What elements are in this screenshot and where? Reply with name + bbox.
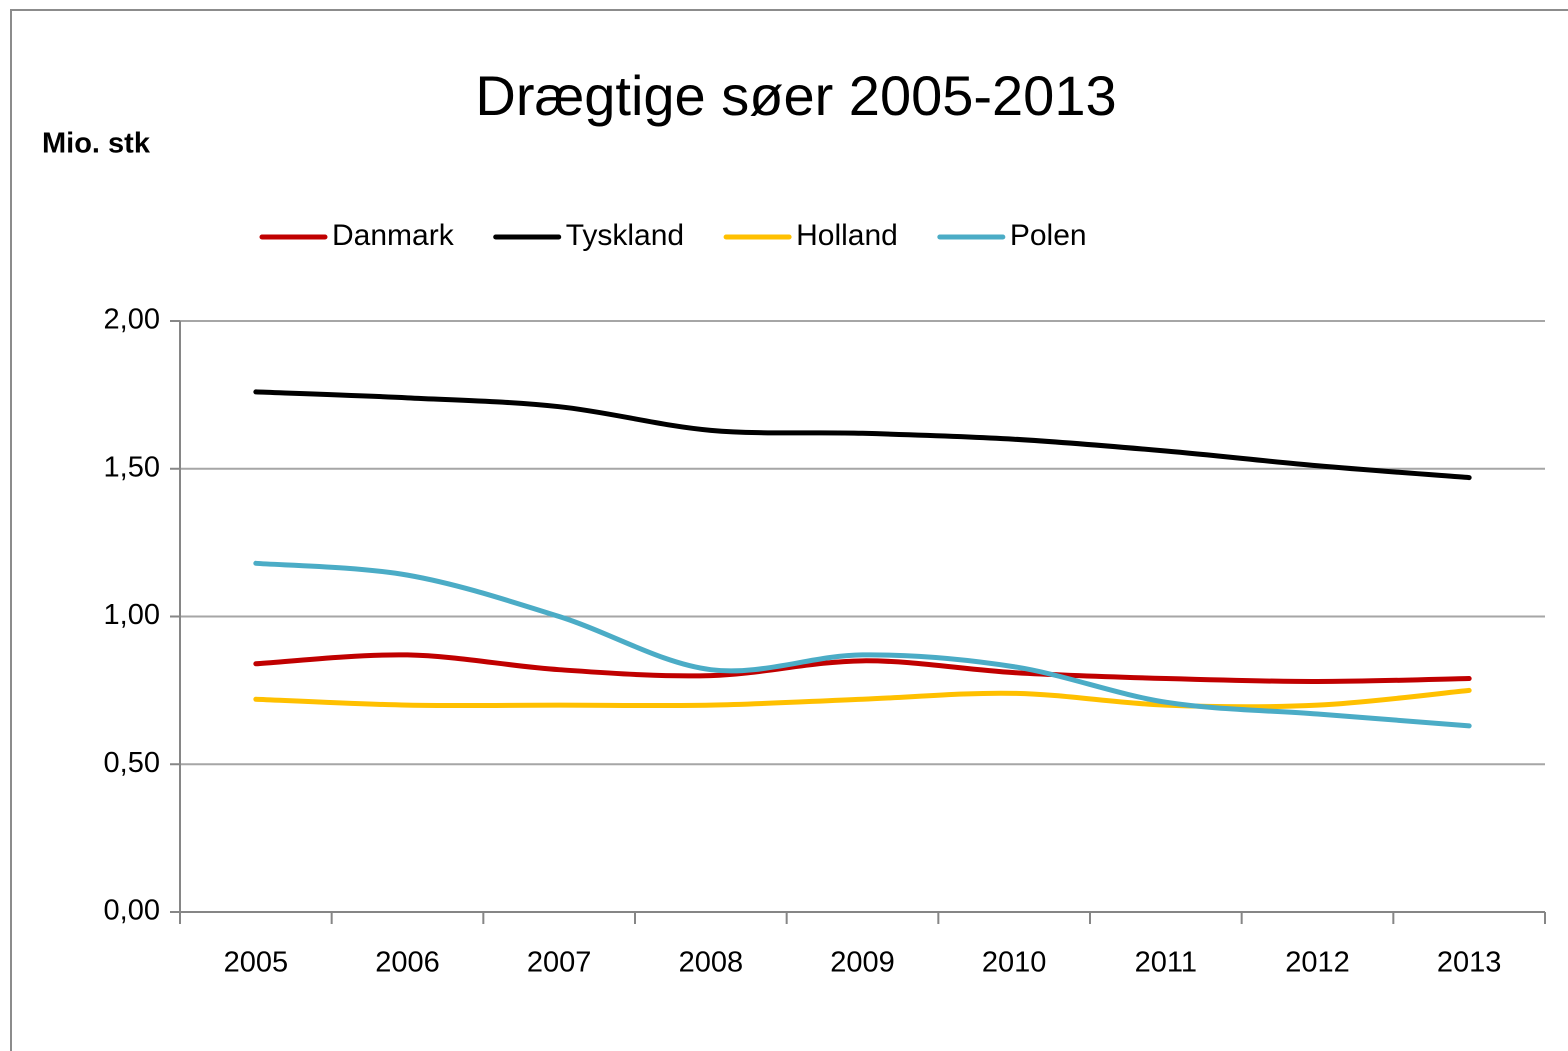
legend-label: Tyskland <box>566 219 684 252</box>
legend-label: Danmark <box>332 219 455 252</box>
y-tick-label: 2,00 <box>104 304 160 336</box>
x-tick-label: 2011 <box>1135 947 1197 979</box>
x-tick-label: 2009 <box>830 947 895 979</box>
chart-frame <box>10 9 1568 1051</box>
series-line <box>253 687 1472 710</box>
x-tick-label: 2005 <box>224 947 289 979</box>
series-line <box>253 560 1472 729</box>
y-tick-label: 0,00 <box>104 895 160 927</box>
x-tick-label: 2013 <box>1437 947 1502 979</box>
y-tick-label: 1,00 <box>104 599 160 631</box>
x-tick-label: 2007 <box>527 947 592 979</box>
y-axis-label: Mio. stk <box>42 128 151 160</box>
legend-label: Polen <box>1010 219 1087 252</box>
x-tick-label: 2008 <box>679 947 744 979</box>
y-tick-label: 1,50 <box>104 451 160 483</box>
legend-label: Holland <box>796 219 898 252</box>
series-line <box>253 652 1472 685</box>
x-tick-label: 2012 <box>1285 947 1350 979</box>
x-tick-label: 2010 <box>982 947 1047 979</box>
y-tick-label: 0,50 <box>104 747 160 779</box>
x-tick-label: 2006 <box>375 947 440 979</box>
chart-title: Drægtige søer 2005-2013 <box>475 64 1116 127</box>
series-line <box>253 389 1472 481</box>
